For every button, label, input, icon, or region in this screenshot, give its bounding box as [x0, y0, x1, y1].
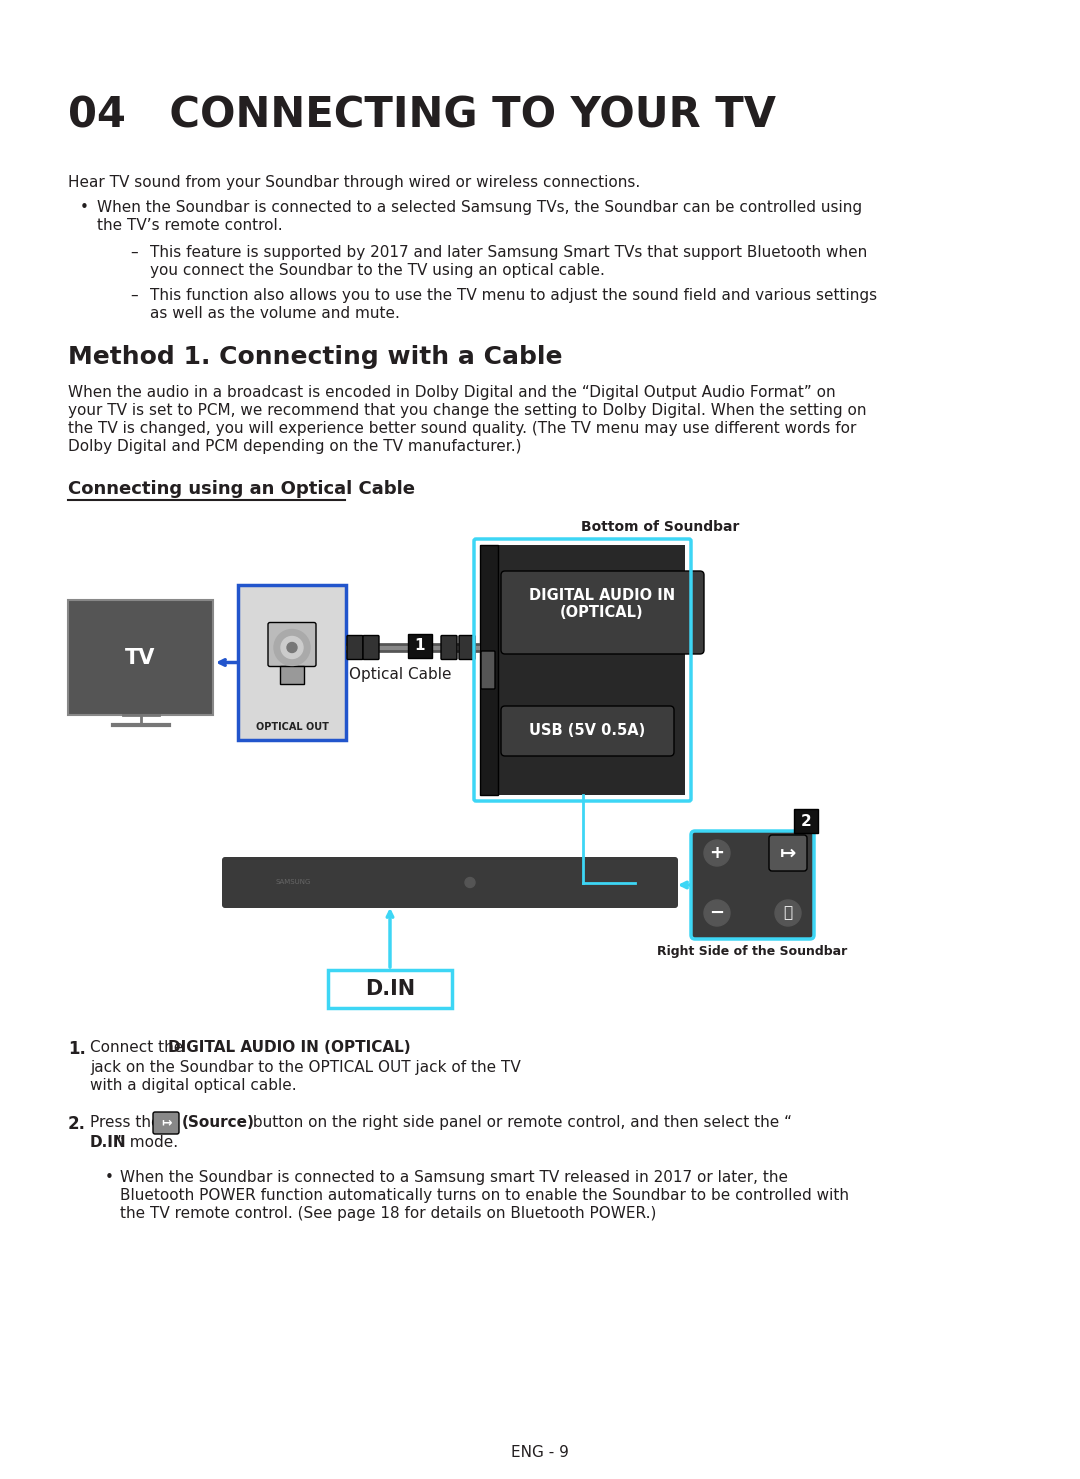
Text: jack on the Soundbar to the OPTICAL OUT jack of the TV: jack on the Soundbar to the OPTICAL OUT …	[90, 1060, 521, 1075]
FancyBboxPatch shape	[328, 970, 453, 1009]
FancyBboxPatch shape	[480, 544, 498, 796]
FancyBboxPatch shape	[501, 705, 674, 756]
Text: DIGITAL AUDIO IN (OPTICAL): DIGITAL AUDIO IN (OPTICAL)	[168, 1040, 410, 1055]
FancyBboxPatch shape	[481, 651, 495, 689]
FancyBboxPatch shape	[480, 544, 685, 796]
FancyBboxPatch shape	[691, 831, 814, 939]
FancyBboxPatch shape	[238, 586, 346, 740]
FancyBboxPatch shape	[769, 836, 807, 871]
Text: your TV is set to PCM, we recommend that you change the setting to Dolby Digital: your TV is set to PCM, we recommend that…	[68, 402, 866, 419]
FancyBboxPatch shape	[222, 856, 678, 908]
Text: DIGITAL AUDIO IN
(OPTICAL): DIGITAL AUDIO IN (OPTICAL)	[529, 589, 675, 620]
Text: TV: TV	[125, 648, 156, 667]
Text: (Source): (Source)	[183, 1115, 255, 1130]
Text: the TV is changed, you will experience better sound quality. (The TV menu may us: the TV is changed, you will experience b…	[68, 422, 856, 436]
FancyBboxPatch shape	[280, 666, 303, 683]
FancyBboxPatch shape	[408, 633, 432, 658]
FancyBboxPatch shape	[441, 636, 457, 660]
Text: 2.: 2.	[68, 1115, 86, 1133]
Circle shape	[704, 901, 730, 926]
Circle shape	[465, 877, 475, 887]
Text: 1.: 1.	[68, 1040, 86, 1057]
Text: ⏻: ⏻	[783, 905, 793, 920]
Text: Press the: Press the	[90, 1115, 161, 1130]
FancyBboxPatch shape	[363, 636, 379, 660]
Text: as well as the volume and mute.: as well as the volume and mute.	[150, 306, 400, 321]
Text: Dolby Digital and PCM depending on the TV manufacturer.): Dolby Digital and PCM depending on the T…	[68, 439, 522, 454]
Text: Connect the: Connect the	[90, 1040, 188, 1055]
Text: 2: 2	[800, 813, 811, 828]
FancyBboxPatch shape	[347, 636, 363, 660]
Text: USB (5V 0.5A): USB (5V 0.5A)	[529, 723, 645, 738]
Circle shape	[775, 901, 801, 926]
Circle shape	[287, 642, 297, 652]
Circle shape	[274, 630, 310, 666]
Text: D.IN: D.IN	[90, 1134, 126, 1151]
Text: ” mode.: ” mode.	[117, 1134, 178, 1151]
Text: Bottom of Soundbar: Bottom of Soundbar	[581, 521, 739, 534]
Text: •: •	[105, 1170, 113, 1185]
Text: you connect the Soundbar to the TV using an optical cable.: you connect the Soundbar to the TV using…	[150, 263, 605, 278]
Text: Connecting using an Optical Cable: Connecting using an Optical Cable	[68, 481, 415, 498]
Text: SAMSUNG: SAMSUNG	[275, 880, 310, 886]
Text: the TV remote control. (See page 18 for details on Bluetooth POWER.): the TV remote control. (See page 18 for …	[120, 1205, 657, 1222]
Text: ENG - 9: ENG - 9	[511, 1445, 569, 1460]
Text: Right Side of the Soundbar: Right Side of the Soundbar	[658, 945, 848, 958]
Text: OPTICAL OUT: OPTICAL OUT	[256, 722, 328, 732]
Text: button on the right side panel or remote control, and then select the “: button on the right side panel or remote…	[248, 1115, 792, 1130]
FancyBboxPatch shape	[794, 809, 818, 833]
Text: Optical Cable: Optical Cable	[349, 667, 451, 682]
Text: Method 1. Connecting with a Cable: Method 1. Connecting with a Cable	[68, 345, 563, 368]
Text: Bluetooth POWER function automatically turns on to enable the Soundbar to be con: Bluetooth POWER function automatically t…	[120, 1188, 849, 1202]
Text: D.IN: D.IN	[365, 979, 415, 998]
Text: 04   CONNECTING TO YOUR TV: 04 CONNECTING TO YOUR TV	[68, 95, 777, 138]
Circle shape	[281, 636, 303, 658]
Text: When the audio in a broadcast is encoded in Dolby Digital and the “Digital Outpu: When the audio in a broadcast is encoded…	[68, 385, 836, 399]
FancyBboxPatch shape	[459, 636, 475, 660]
Text: ↦: ↦	[161, 1117, 172, 1130]
Text: When the Soundbar is connected to a Samsung smart TV released in 2017 or later, : When the Soundbar is connected to a Sams…	[120, 1170, 788, 1185]
Text: –: –	[130, 246, 137, 260]
Text: with a digital optical cable.: with a digital optical cable.	[90, 1078, 297, 1093]
Text: –: –	[130, 288, 137, 303]
Text: Hear TV sound from your Soundbar through wired or wireless connections.: Hear TV sound from your Soundbar through…	[68, 175, 640, 189]
FancyBboxPatch shape	[153, 1112, 179, 1134]
FancyBboxPatch shape	[268, 623, 316, 667]
Text: +: +	[710, 845, 725, 862]
FancyBboxPatch shape	[68, 600, 213, 714]
Text: the TV’s remote control.: the TV’s remote control.	[97, 217, 283, 234]
Text: When the Soundbar is connected to a selected Samsung TVs, the Soundbar can be co: When the Soundbar is connected to a sele…	[97, 200, 862, 214]
Text: ↦: ↦	[780, 843, 796, 862]
FancyBboxPatch shape	[501, 571, 704, 654]
Text: This feature is supported by 2017 and later Samsung Smart TVs that support Bluet: This feature is supported by 2017 and la…	[150, 246, 867, 260]
Text: −: −	[710, 904, 725, 921]
Circle shape	[704, 840, 730, 867]
Text: This function also allows you to use the TV menu to adjust the sound field and v: This function also allows you to use the…	[150, 288, 877, 303]
Text: 1: 1	[415, 637, 426, 654]
Text: •: •	[80, 200, 89, 214]
